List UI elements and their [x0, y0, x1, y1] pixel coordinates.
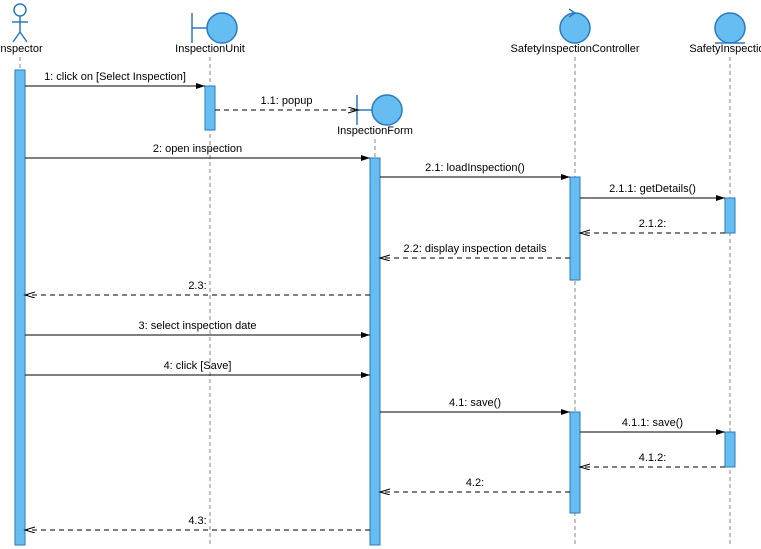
message-label: 2.1: loadInspection() [425, 162, 525, 174]
activation-ctrl [570, 412, 580, 513]
message-label: 2.2: display inspection details [403, 243, 547, 255]
message-label: 4.1.2: [639, 452, 667, 464]
message-label: 2.1.1: getDetails() [609, 183, 696, 195]
lifeline-label-inspector: Inspector [0, 43, 43, 55]
activation-unit [205, 86, 215, 130]
lifeline-label-ctrl: SafetyInspectionController [510, 43, 639, 55]
sequence-diagram: Inspector InspectionUnit InspectionForm Saf… [0, 0, 761, 549]
lifeline-label-unit: InspectionUnit [175, 43, 245, 55]
activation-ctrl [570, 177, 580, 280]
message-label: 2: open inspection [153, 143, 242, 155]
activation-inspector [15, 70, 25, 545]
control-icon [560, 13, 590, 43]
actor-head-icon [14, 4, 26, 16]
message-label: 4.1.1: save() [622, 417, 683, 429]
entity-icon [715, 13, 745, 43]
message-label: 2.1.2: [639, 218, 667, 230]
boundary-icon [372, 95, 402, 125]
boundary-icon [207, 13, 237, 43]
message-label: 1: click on [Select Inspection] [44, 71, 186, 83]
message-label: 2.3: [188, 280, 206, 292]
message-label: 4: click [Save] [164, 360, 232, 372]
activation-insp [725, 198, 735, 233]
message-label: 4.1: save() [449, 397, 501, 409]
lifeline-label-insp: SafetyInspection [689, 43, 761, 55]
message-label: 1.1: popup [261, 95, 313, 107]
activation-form [370, 158, 380, 545]
activation-insp [725, 432, 735, 467]
message-label: 3: select inspection date [138, 320, 256, 332]
lifeline-label-form: InspectionForm [337, 125, 413, 137]
message-label: 4.3: [188, 515, 206, 527]
message-label: 4.2: [466, 477, 484, 489]
